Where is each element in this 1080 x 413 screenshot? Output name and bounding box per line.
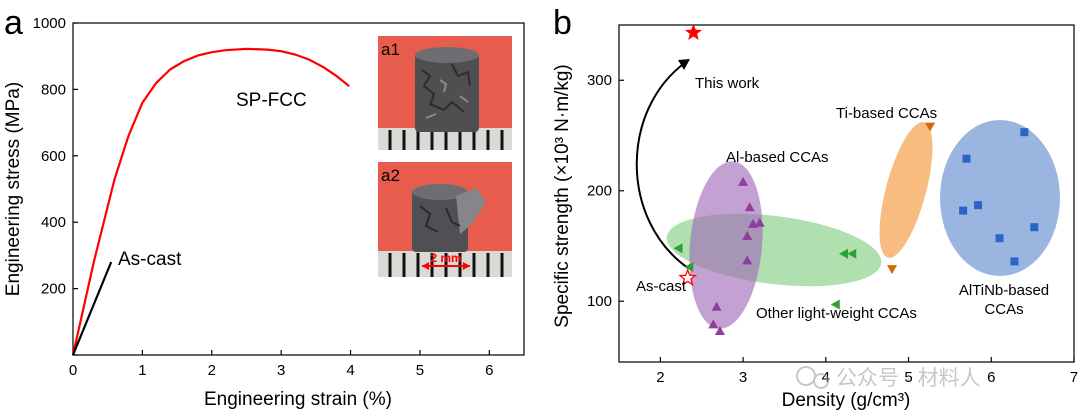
panel-b-plot-frame	[618, 24, 1075, 363]
point-al-based-ccas	[742, 255, 753, 265]
point-al-based-ccas	[738, 176, 749, 186]
altinb-based-ccas-label-line1: AlTiNb-based	[959, 282, 1049, 299]
point-altinb-based-ccas	[1020, 128, 1029, 137]
panel-a-y-tick-label: 800	[41, 81, 66, 98]
panel-b: b 2 3 4 5 6 7 100 200 300 Density (g/cm³) Speci…	[552, 4, 1078, 411]
panel-a-x-axis-label: Engineering strain (%)	[204, 389, 392, 410]
improvement-arrow	[635, 61, 689, 269]
panel-b-x-tick-label: 7	[1070, 369, 1078, 386]
point-al-based-ccas	[708, 319, 719, 329]
scale-bar-label: 2 mm	[430, 251, 461, 265]
panel-a-label: a	[4, 4, 23, 42]
panel-b-x-tick-label: 2	[656, 369, 664, 386]
panel-b-y-tick-label: 300	[587, 72, 612, 89]
panel-b-y-tick-label: 100	[587, 293, 612, 310]
other-light-weight-ccas-label: Other light-weight CCAs	[756, 305, 917, 322]
panel-b-points	[673, 23, 1039, 336]
point-this-work	[684, 23, 702, 40]
altinb-based-ccas-region	[940, 120, 1060, 276]
al-based-ccas-label: Al-based CCAs	[726, 149, 829, 166]
point-altinb-based-ccas	[974, 201, 983, 210]
panel-a-x-tick-label: 2	[208, 362, 216, 379]
point-al-based-ccas	[744, 202, 755, 212]
point-ti-based-ccas	[887, 265, 897, 275]
series-line-as-cast	[71, 261, 113, 356]
panel-b-label: b	[553, 4, 572, 42]
point-altinb-based-ccas	[959, 206, 968, 215]
altinb-based-ccas-label-line2: CCAs	[984, 301, 1023, 318]
panel-a-y-tick-label: 1000	[33, 15, 66, 32]
al-based-ccas-region	[689, 161, 763, 329]
panel-a-x-tick-label: 1	[138, 362, 146, 379]
point-al-based-ccas	[714, 326, 725, 336]
panel-b-x-tick-label: 6	[987, 369, 995, 386]
point-altinb-based-ccas	[1010, 257, 1019, 266]
panel-b-y-tick-label: 200	[587, 183, 612, 200]
panel-b-x-tick-label: 4	[822, 369, 830, 386]
point-altinb-based-ccas	[1030, 223, 1039, 232]
panel-b-x-tick-label: 3	[739, 369, 747, 386]
point-altinb-based-ccas	[995, 234, 1004, 243]
this-work-label: This work	[695, 75, 760, 92]
point-other-light-weight-ccas	[830, 299, 840, 310]
panel-b-x-tick-label: 5	[904, 369, 912, 386]
ti-based-ccas-region	[879, 122, 933, 258]
panel-a-x-tick-label: 6	[485, 362, 493, 379]
panel-a-y-tick-label: 200	[41, 281, 66, 298]
panel-b-y-axis-label: Specific strength (×10³ N·m/kg)	[552, 64, 573, 327]
panel-b-x-ticks: 2 3 4 5 6 7	[656, 357, 1078, 386]
inset-a1-label: a1	[381, 40, 400, 59]
series-line-sp-fcc	[71, 47, 350, 356]
point-as-cast	[678, 268, 698, 286]
as-cast-curve-label: As-cast	[118, 249, 182, 270]
panel-a-x-tick-label: 0	[69, 362, 77, 379]
panel-a: a 0 1 2 3 4 5 6 200 400 600 800 1000 Engineering s…	[3, 4, 525, 410]
panel-a-y-tick-label: 400	[41, 214, 66, 231]
as-cast-label: As-cast	[636, 278, 687, 295]
panel-a-x-tick-label: 4	[346, 362, 354, 379]
panel-a-y-ticks: 200 400 600 800 1000	[33, 15, 78, 356]
panel-a-x-tick-label: 3	[277, 362, 285, 379]
inset-a2-photo: 2 mm a2	[378, 162, 512, 277]
point-al-based-ccas	[742, 231, 753, 241]
sp-fcc-curve-label: SP-FCC	[236, 90, 307, 111]
panel-a-plot-frame	[72, 22, 525, 356]
point-other-light-weight-ccas	[684, 261, 694, 272]
point-ti-based-ccas	[925, 122, 936, 132]
inset-a2-label: a2	[381, 166, 400, 185]
panel-a-x-tick-label: 5	[416, 362, 424, 379]
panel-a-y-axis-label: Engineering stress (MPa)	[3, 82, 24, 296]
point-al-based-ccas	[711, 301, 722, 311]
ti-based-ccas-label: Ti-based CCAs	[836, 105, 937, 122]
panel-a-x-ticks: 0 1 2 3 4 5 6	[69, 350, 493, 379]
point-other-light-weight-ccas	[847, 248, 857, 259]
watermark: 公众号 · 材料人	[796, 366, 981, 390]
point-al-based-ccas	[754, 217, 765, 227]
panel-a-series	[71, 47, 350, 356]
point-altinb-based-ccas	[962, 154, 971, 163]
improvement-arrow-head	[678, 59, 690, 70]
inset-a1-photo: a1	[378, 36, 512, 150]
point-other-light-weight-ccas	[839, 248, 849, 259]
panel-b-x-axis-label: Density (g/cm³)	[782, 390, 911, 411]
panel-b-y-ticks: 100 200 300	[587, 72, 624, 310]
watermark-text: 公众号 · 材料人	[836, 367, 981, 390]
point-other-light-weight-ccas	[673, 243, 683, 254]
panel-a-y-tick-label: 600	[41, 148, 66, 165]
